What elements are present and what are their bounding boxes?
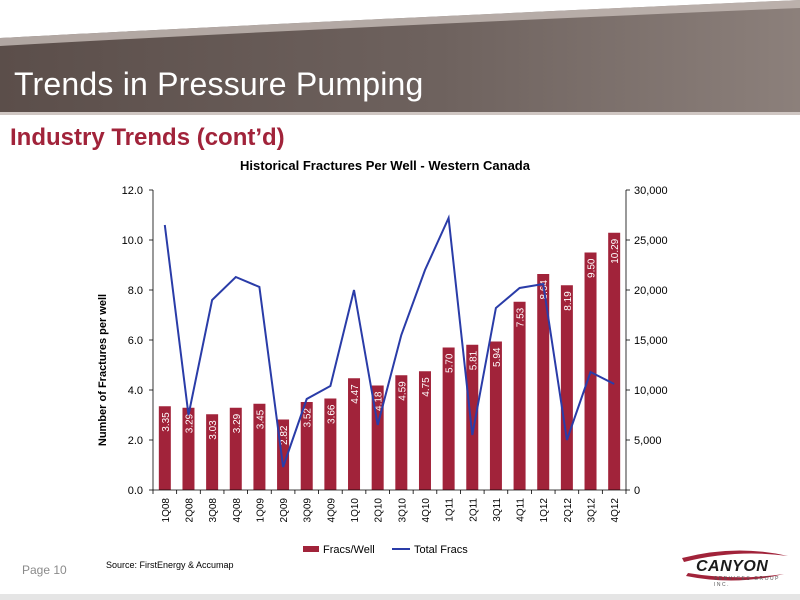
footer-rule — [0, 594, 800, 600]
bar-data-label: 5.81 — [468, 350, 479, 370]
chart-title: Historical Fractures Per Well - Western … — [240, 158, 531, 173]
x-tick-label: 1Q11 — [445, 498, 456, 522]
y-tick-label: 0.0 — [128, 485, 143, 497]
x-tick-label: 4Q09 — [326, 498, 337, 523]
bar — [206, 414, 219, 490]
bar-data-label: 3.66 — [326, 404, 337, 424]
title-banner — [0, 0, 800, 118]
legend-bar-label: Fracs/Well — [323, 544, 375, 556]
x-tick-label: 4Q10 — [421, 498, 432, 523]
x-tick-label: 4Q12 — [610, 498, 621, 523]
bar-data-label: 9.50 — [587, 258, 598, 278]
x-tick-label: 3Q12 — [587, 498, 598, 523]
y-tick-label: 8.0 — [128, 285, 143, 297]
bar-data-label: 2.82 — [279, 425, 290, 445]
x-tick-label: 1Q10 — [350, 498, 361, 523]
x-tick-label: 2Q11 — [468, 498, 479, 522]
legend-bar-swatch — [303, 546, 319, 552]
x-tick-label: 3Q10 — [397, 498, 408, 523]
bar — [300, 402, 313, 490]
x-tick-label: 3Q08 — [208, 498, 219, 523]
bar-data-label: 7.53 — [516, 307, 527, 327]
y2-tick-label: 25,000 — [634, 235, 668, 247]
bar-data-label: 3.45 — [255, 409, 266, 429]
x-tick-label: 4Q08 — [232, 498, 243, 523]
y2-tick-label: 0 — [634, 485, 640, 497]
bar — [537, 274, 550, 490]
x-tick-label: 1Q09 — [255, 498, 266, 523]
slide-subtitle: Industry Trends (cont’d) — [10, 124, 285, 151]
total-fracs-line — [163, 214, 615, 468]
y-tick-label: 2.0 — [128, 435, 143, 447]
bar-data-label: 4.47 — [350, 384, 361, 404]
y2-tick-label: 30,000 — [634, 185, 668, 197]
bar-data-label: 4.59 — [397, 381, 408, 401]
x-tick-label: 1Q12 — [539, 498, 550, 523]
bar-data-label: 5.70 — [445, 353, 456, 373]
y2-tick-label: 20,000 — [634, 285, 668, 297]
x-tick-label: 1Q08 — [161, 498, 172, 523]
x-tick-label: 4Q11 — [516, 498, 527, 522]
bar-data-label: 3.29 — [184, 413, 195, 433]
bar-data-label: 3.52 — [303, 408, 314, 428]
y2-tick-label: 15,000 — [634, 335, 668, 347]
bar-data-label: 3.29 — [232, 413, 243, 433]
bar-data-label: 8.19 — [563, 291, 574, 311]
x-tick-label: 3Q11 — [492, 498, 503, 522]
x-tick-label: 2Q09 — [279, 498, 290, 523]
bar-data-label: 4.18 — [374, 391, 385, 411]
bar — [418, 371, 431, 490]
y-tick-label: 10.0 — [122, 235, 143, 247]
bar — [560, 285, 573, 490]
bar-data-label: 3.03 — [208, 420, 219, 440]
y2-tick-label: 5,000 — [634, 435, 662, 447]
bar-data-label: 5.94 — [492, 347, 503, 367]
y-tick-label: 6.0 — [128, 335, 143, 347]
bar — [324, 398, 337, 490]
bar — [395, 375, 408, 490]
bar — [513, 301, 526, 490]
bar-data-label: 10.29 — [610, 238, 621, 263]
bar — [442, 347, 455, 490]
logo-swoosh-icon — [682, 550, 788, 581]
y-axis-label: Number of Fractures per well — [97, 294, 109, 446]
slide-title: Trends in Pressure Pumping — [14, 66, 424, 102]
x-tick-label: 3Q09 — [303, 498, 314, 523]
x-tick-label: 2Q10 — [374, 498, 385, 523]
fractures-chart: Historical Fractures Per Well - Western … — [97, 158, 668, 556]
x-tick-label: 2Q08 — [184, 498, 195, 523]
source-note: Source: FirstEnergy & Accumap — [106, 560, 234, 570]
bar — [229, 407, 242, 490]
bar — [608, 232, 621, 490]
y2-tick-label: 10,000 — [634, 385, 668, 397]
bar — [158, 406, 171, 490]
bar-data-label: 4.75 — [421, 377, 432, 397]
logo-tagline: SERVICES GROUP INC. — [714, 576, 780, 588]
bar — [348, 378, 361, 490]
bar — [253, 403, 266, 490]
canyon-logo: CANYON SERVICES GROUP INC. — [676, 546, 794, 588]
y-tick-label: 12.0 — [122, 185, 143, 197]
page-number: Page 10 — [22, 563, 67, 577]
x-tick-label: 2Q12 — [563, 498, 574, 523]
bar-data-label: 3.35 — [161, 412, 172, 432]
legend-line-label: Total Fracs — [414, 544, 468, 556]
y-tick-label: 4.0 — [128, 385, 143, 397]
bar — [489, 341, 502, 490]
logo-name: CANYON — [696, 558, 769, 575]
bar — [182, 407, 195, 490]
bar — [466, 344, 479, 490]
